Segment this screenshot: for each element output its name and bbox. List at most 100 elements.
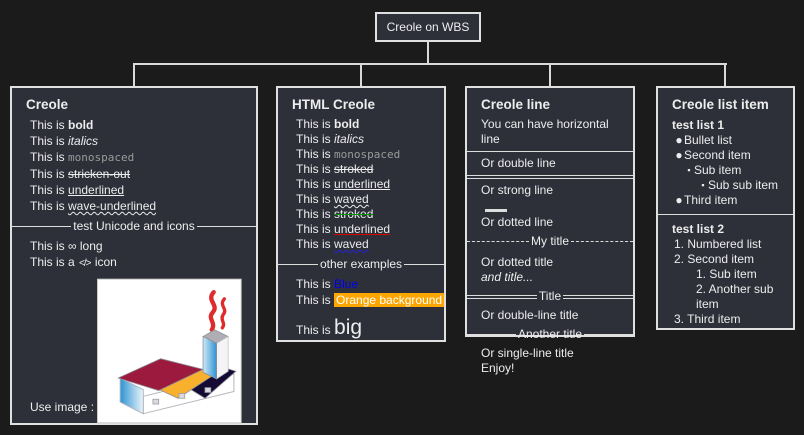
sample-bold-row: This is bold <box>26 117 242 133</box>
line-text: Or dotted title <box>481 255 554 269</box>
plantuml-factory-logo-image <box>97 278 242 424</box>
sample-big-row: This is big <box>292 316 430 343</box>
sample-underlined-row: This is underlined <box>26 182 242 198</box>
node-title: Creole <box>26 97 69 112</box>
stroked-green-sample: stroked <box>334 207 374 221</box>
divider-line <box>404 263 445 265</box>
list-item: ● Third item <box>672 193 779 208</box>
row-suffix: icon <box>91 255 117 269</box>
row-prefix: This is <box>296 237 335 251</box>
sample-italics-row: This is italics <box>292 132 430 147</box>
wbs-node-creole-line: Creole line You can have horizontal line… <box>465 86 635 375</box>
sample-stroked-row: This is stroked <box>292 162 430 177</box>
single-titled-divider: Another title <box>467 327 634 342</box>
divider-line <box>12 225 72 227</box>
stricken-sample: stricken-out <box>68 167 131 181</box>
row-prefix: This is <box>30 150 69 164</box>
row-prefix: This is <box>296 293 335 307</box>
line-text: Or double line <box>481 156 556 170</box>
waved-sample: waved <box>334 192 369 206</box>
sample-italics-row: This is italics <box>26 133 242 149</box>
divider-line <box>584 334 634 335</box>
divider-line <box>563 294 634 299</box>
row-prefix: This is <box>30 134 69 148</box>
underlined-sample: underlined <box>68 183 125 197</box>
row-prefix: This is <box>296 222 335 236</box>
underlined-sample: underlined <box>334 177 391 191</box>
divider-label: Title <box>538 289 562 303</box>
divider-line <box>571 241 634 242</box>
sample-underlined-red-row: This is underlined <box>292 222 430 237</box>
sample-waved-blue-row: This is waved <box>292 237 430 252</box>
strong-horizontal-line <box>485 209 507 212</box>
divider-line <box>467 294 537 299</box>
row-prefix: This is <box>30 167 69 181</box>
line-text: Or strong line <box>481 183 554 197</box>
divider-label: My title <box>531 234 570 248</box>
monospaced-sample: monospaced <box>68 151 135 164</box>
bullet-icon: ● <box>675 193 683 207</box>
connector-drop-1 <box>133 63 135 86</box>
connector-drop-4 <box>724 63 726 86</box>
row-prefix: This is <box>296 132 335 146</box>
node-title: Creole list item <box>672 97 769 112</box>
wbs-node-creole-list-item: Creole list item test list 1 ● Bullet lis… <box>656 86 795 330</box>
wbs-node-html-creole: HTML Creole This is bold This is italics… <box>276 86 446 342</box>
list-item: ▪ Sub item <box>672 163 779 178</box>
numbered-sub-item: 1. Sub item <box>696 267 757 281</box>
connector-drop-2 <box>360 63 362 86</box>
square-bullet-icon: ▪ <box>701 180 705 190</box>
sample-blue-text-row: This is Blue <box>292 276 430 292</box>
root-node-label: Creole on WBS <box>386 20 470 34</box>
use-image-row: Use image : <box>26 276 242 426</box>
sample-monospaced-row: This is monospaced <box>26 149 242 166</box>
waved-blue-sample: waved <box>334 237 369 251</box>
list-item: ● Second item <box>672 148 779 163</box>
node-title: Creole line <box>481 97 551 112</box>
row-prefix: This is <box>296 147 335 161</box>
line-text: Or dotted line <box>481 215 554 229</box>
stroked-sample: stroked <box>334 162 374 176</box>
row-prefix: This is <box>30 199 69 213</box>
monospaced-sample: monospaced <box>334 148 401 161</box>
row-prefix: This is <box>296 192 335 206</box>
node-title: HTML Creole <box>292 97 376 112</box>
square-bullet-icon: ▪ <box>687 165 691 175</box>
titled-divider: test Unicode and icons <box>12 218 256 234</box>
list1-title: test list 1 <box>672 118 725 132</box>
wbs-node-creole: Creole This is bold This is italics This… <box>10 86 258 425</box>
infinity-row: This is ∞ long <box>30 239 103 253</box>
list-item-label: Sub sub item <box>708 178 779 192</box>
numbered-item: 2. Second item <box>674 252 755 266</box>
bold-sample: bold <box>334 117 360 131</box>
list-item-label: Third item <box>684 193 738 207</box>
double-horizontal-line <box>467 175 633 179</box>
italics-sample: italics <box>334 132 365 146</box>
divider-label: test Unicode and icons <box>73 219 195 233</box>
sample-stricken-row: This is stricken-out <box>26 166 242 182</box>
list2-title: test list 2 <box>672 222 725 236</box>
divider-label: Another title <box>517 327 583 341</box>
dotted-titled-divider: My title <box>467 234 634 249</box>
underlined-red-sample: underlined <box>334 222 391 236</box>
row-prefix: This is <box>296 207 335 221</box>
sample-wave-underlined-row: This is wave-underlined <box>26 198 242 214</box>
connector-drop-3 <box>549 63 551 86</box>
row-prefix: This is <box>296 117 335 131</box>
sample-waved-row: This is waved <box>292 192 430 207</box>
italics-sample: italics <box>68 134 99 148</box>
divider-line <box>196 225 256 227</box>
row-prefix: This is <box>30 183 69 197</box>
line-text: You can have horizontal line <box>481 117 609 146</box>
single-horizontal-line <box>467 151 633 152</box>
icon-row: This is a </> icon <box>26 254 242 272</box>
sample-orange-bg-row: This is Orange background <box>292 292 445 308</box>
bold-sample: bold <box>68 118 94 132</box>
list-item-label: Bullet list <box>684 133 733 147</box>
numbered-sub-item: 2. Another sub item <box>696 282 774 311</box>
list-item: ● Bullet list <box>672 133 779 148</box>
use-image-label: Use image : <box>30 400 98 414</box>
list-divider-line <box>658 214 793 215</box>
sample-stroked-green-row: This is stroked <box>292 207 430 222</box>
